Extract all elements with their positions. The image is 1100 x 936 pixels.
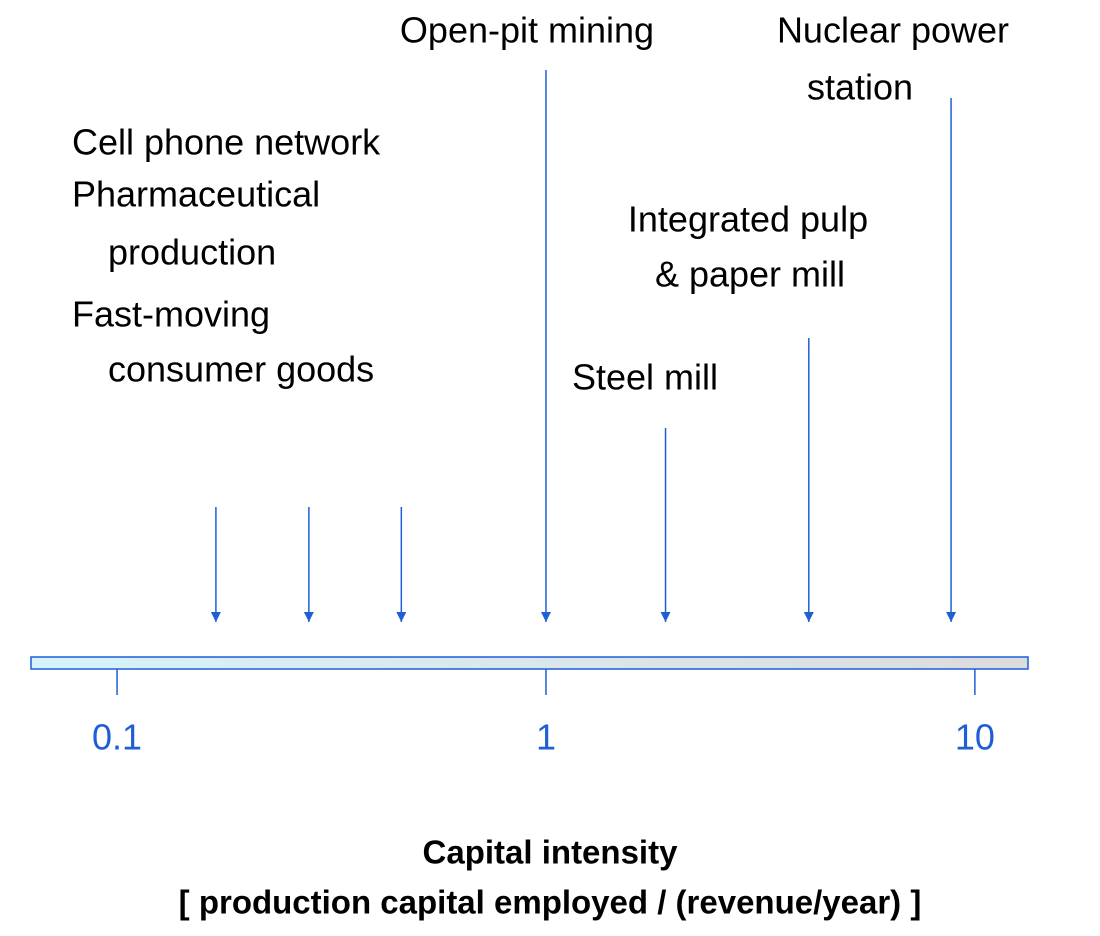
arrow-label: consumer goods: [108, 349, 374, 390]
x-tick-label: 1: [536, 717, 556, 758]
axis-title: [ production capital employed / (revenue…: [179, 884, 922, 921]
arrow-label: Pharmaceutical: [72, 174, 320, 215]
arrow-label: Integrated pulp: [628, 199, 868, 240]
arrow-label: production: [108, 232, 276, 273]
arrow-label: station: [807, 67, 913, 108]
arrow-label: & paper mill: [655, 254, 845, 295]
x-tick-label: 10: [955, 717, 995, 758]
arrow-label: Nuclear power: [777, 10, 1009, 51]
arrow-label: Fast-moving: [72, 294, 270, 335]
arrow-label: Cell phone network: [72, 122, 381, 163]
axis-title: Capital intensity: [423, 834, 679, 871]
arrow-label: Steel mill: [572, 357, 718, 398]
axis-bar: [30, 656, 1029, 670]
arrow-label: Open-pit mining: [400, 10, 654, 51]
x-tick-label: 0.1: [92, 717, 142, 758]
